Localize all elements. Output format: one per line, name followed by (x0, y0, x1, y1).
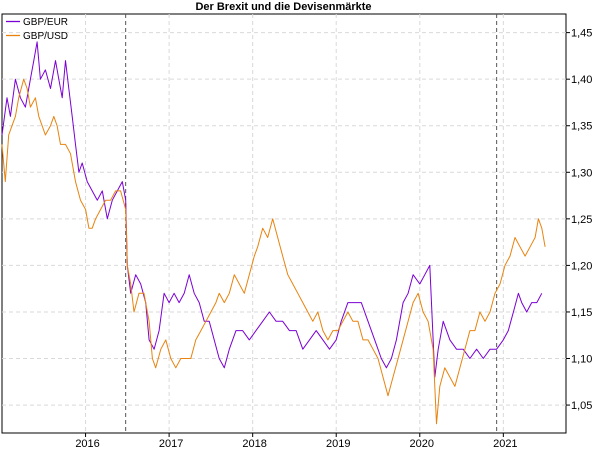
legend-label-gbp-eur: GBP/EUR (23, 17, 68, 28)
y-tick-label: 1,40 (571, 74, 592, 86)
x-tick-label: 2018 (242, 438, 266, 450)
chart-title: Der Brexit und die Devisenmärkte (195, 1, 372, 13)
grid (2, 14, 566, 433)
x-tick-label: 2020 (410, 438, 434, 450)
event-lines (125, 14, 498, 433)
series-layer (1, 41, 546, 425)
y-tick-label: 1,15 (571, 307, 592, 319)
y-tick-label: 1,20 (571, 260, 592, 272)
y-tick-label: 1,25 (571, 214, 592, 226)
x-tick-label: 2019 (326, 438, 350, 450)
legend-label-gbp-usd: GBP/USD (23, 31, 68, 42)
x-tick-label: 2021 (493, 438, 517, 450)
x-tick-label: 2017 (159, 438, 183, 450)
x-tick-label: 2016 (75, 438, 99, 450)
series-line-gbp-eur (1, 41, 543, 378)
series-line-gbp-usd (1, 78, 546, 425)
y-axis: 1,05 1,10 1,15 1,20 1,25 1,30 1,35 1,40 1,45 (566, 28, 592, 412)
y-tick-label: 1,30 (571, 167, 592, 179)
x-axis: 2016 2017 2018 2019 2020 2021 (75, 433, 518, 450)
y-tick-label: 1,35 (571, 121, 592, 133)
legend: GBP/EUR GBP/USD (6, 17, 68, 42)
y-tick-label: 1,05 (571, 400, 592, 412)
plot-frame (1, 13, 567, 434)
y-tick-label: 1,10 (571, 354, 592, 366)
y-tick-label: 1,45 (571, 28, 592, 40)
